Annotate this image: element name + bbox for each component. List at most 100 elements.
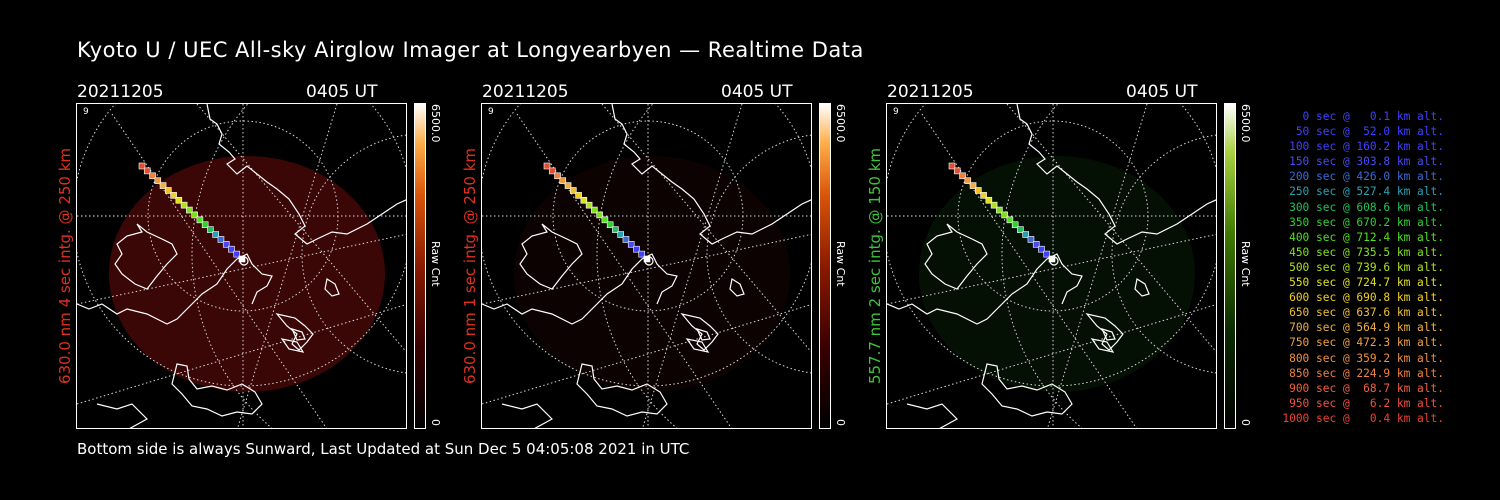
track-marker [601, 216, 609, 224]
track-marker [627, 241, 635, 248]
track-marker [633, 245, 640, 253]
panel-3-time: 0405 UT [1126, 82, 1198, 102]
legend-row: 800 sec @ 359.2 km alt. [1289, 351, 1444, 365]
legend-row: 700 sec @ 564.9 km alt. [1289, 321, 1444, 335]
track-marker [1043, 250, 1051, 258]
svg-text:9: 9 [83, 107, 89, 117]
footer-note: Bottom side is always Sunward, Last Upda… [77, 440, 690, 458]
satellite-track [543, 162, 654, 266]
track-marker [201, 221, 209, 229]
track-marker [548, 167, 556, 175]
panel-3-colorbar-max: 6500.0 [1239, 104, 1252, 143]
legend-row: 550 sec @ 724.7 km alt. [1289, 276, 1444, 290]
track-marker [154, 177, 162, 184]
track-marker [1032, 241, 1040, 248]
page-title: Kyoto U / UEC All-sky Airglow Imager at … [77, 38, 864, 62]
track-marker [1048, 255, 1056, 263]
legend-row: 350 sec @ 670.2 km alt. [1289, 215, 1444, 229]
panel-1-date: 20211205 [77, 82, 164, 102]
track-marker [996, 206, 1003, 214]
legend-row: 150 sec @ 303.8 km alt. [1289, 155, 1444, 169]
track-marker [990, 201, 998, 209]
legend-row: 750 sec @ 472.3 km alt. [1289, 336, 1444, 350]
track-end-marker [644, 256, 654, 266]
legend-row: 900 sec @ 68.7 km alt. [1289, 381, 1444, 395]
track-marker [170, 192, 177, 199]
track-marker [953, 167, 961, 175]
satellite-track [138, 162, 249, 266]
legend-row: 950 sec @ 6.2 km alt. [1289, 396, 1444, 410]
legend-row: 850 sec @ 224.9 km alt. [1289, 366, 1444, 380]
panel-3-colorbar-min: 0 [1239, 419, 1252, 426]
track-marker [149, 172, 156, 180]
track-marker [554, 172, 561, 180]
track-marker [180, 201, 188, 209]
legend-row: 250 sec @ 527.4 km alt. [1289, 185, 1444, 199]
panel-1-colorbar [414, 103, 426, 429]
track-marker [196, 216, 204, 224]
track-marker [543, 162, 551, 170]
panel-2-image: 9 [481, 103, 812, 429]
track-marker [596, 211, 603, 219]
track-marker [585, 201, 593, 209]
track-marker [975, 187, 982, 194]
track-marker [617, 231, 624, 238]
airglow-disk [514, 156, 790, 392]
track-marker [591, 206, 598, 214]
allsky-map-3: 9 [887, 104, 1216, 428]
legend-row: 100 sec @ 160.2 km alt. [1289, 140, 1444, 154]
panel-2-time: 0405 UT [721, 82, 793, 102]
track-marker [1011, 221, 1019, 229]
track-marker [948, 162, 956, 170]
track-marker [207, 226, 214, 233]
panel-2-colorbar [819, 103, 831, 429]
track-marker [217, 236, 225, 243]
panel-3-image: 9 [886, 103, 1217, 429]
legend-row: 1000 sec @ 0.4 km alt. [1282, 411, 1444, 425]
svg-text:9: 9 [488, 107, 494, 117]
track-marker [580, 196, 588, 204]
legend-row: 400 sec @ 712.4 km alt. [1289, 230, 1444, 244]
track-marker [606, 221, 614, 229]
track-marker [191, 211, 198, 219]
track-marker [1022, 231, 1029, 238]
grid-lines [77, 104, 406, 428]
legend-row: 200 sec @ 426.0 km alt. [1289, 170, 1444, 184]
track-marker [980, 192, 987, 199]
track-marker [638, 250, 646, 258]
track-marker [212, 231, 219, 238]
panel-1-colorbar-label: Raw Cnt [429, 241, 442, 287]
legend-row: 650 sec @ 637.6 km alt. [1289, 306, 1444, 320]
panel-3-colorbar [1224, 103, 1236, 429]
coastlines [887, 104, 1216, 428]
track-marker [969, 182, 977, 189]
legend-row: 0 sec @ 0.1 km alt. [1302, 110, 1444, 123]
track-marker [622, 236, 630, 243]
airglow-disk [109, 156, 385, 392]
panel-1-colorbar-min: 0 [429, 419, 442, 426]
satellite-track [948, 162, 1059, 266]
track-marker [222, 241, 230, 248]
panel-1-colorbar-max: 6500.0 [429, 104, 442, 143]
track-marker [1017, 226, 1024, 233]
track-marker [228, 245, 235, 253]
track-marker [575, 192, 582, 199]
track-marker [570, 187, 577, 194]
track-marker [1006, 216, 1014, 224]
altitude-legend: 0 sec @ 0.1 km alt. 50 sec @ 52.0 km alt.… [1262, 109, 1444, 426]
airglow-disk [919, 156, 1195, 392]
track-marker [165, 187, 172, 194]
track-end-marker [239, 256, 249, 266]
allsky-map-1: 9 [77, 104, 406, 428]
panel-2-ylabel: 630.0 nm 1 sec intg. @ 250 km [461, 147, 479, 385]
track-marker [143, 167, 151, 175]
panel-3-ylabel: 557.7 nm 2 sec intg. @ 150 km [866, 147, 884, 385]
track-marker [175, 196, 183, 204]
legend-row: 450 sec @ 735.5 km alt. [1289, 245, 1444, 259]
track-marker [1038, 245, 1045, 253]
panel-1-ylabel: 630.0 nm 4 sec intg. @ 250 km [56, 147, 74, 385]
panel-3-date: 20211205 [887, 82, 974, 102]
track-marker [186, 206, 193, 214]
coastlines [482, 104, 811, 428]
track-marker [964, 177, 972, 184]
